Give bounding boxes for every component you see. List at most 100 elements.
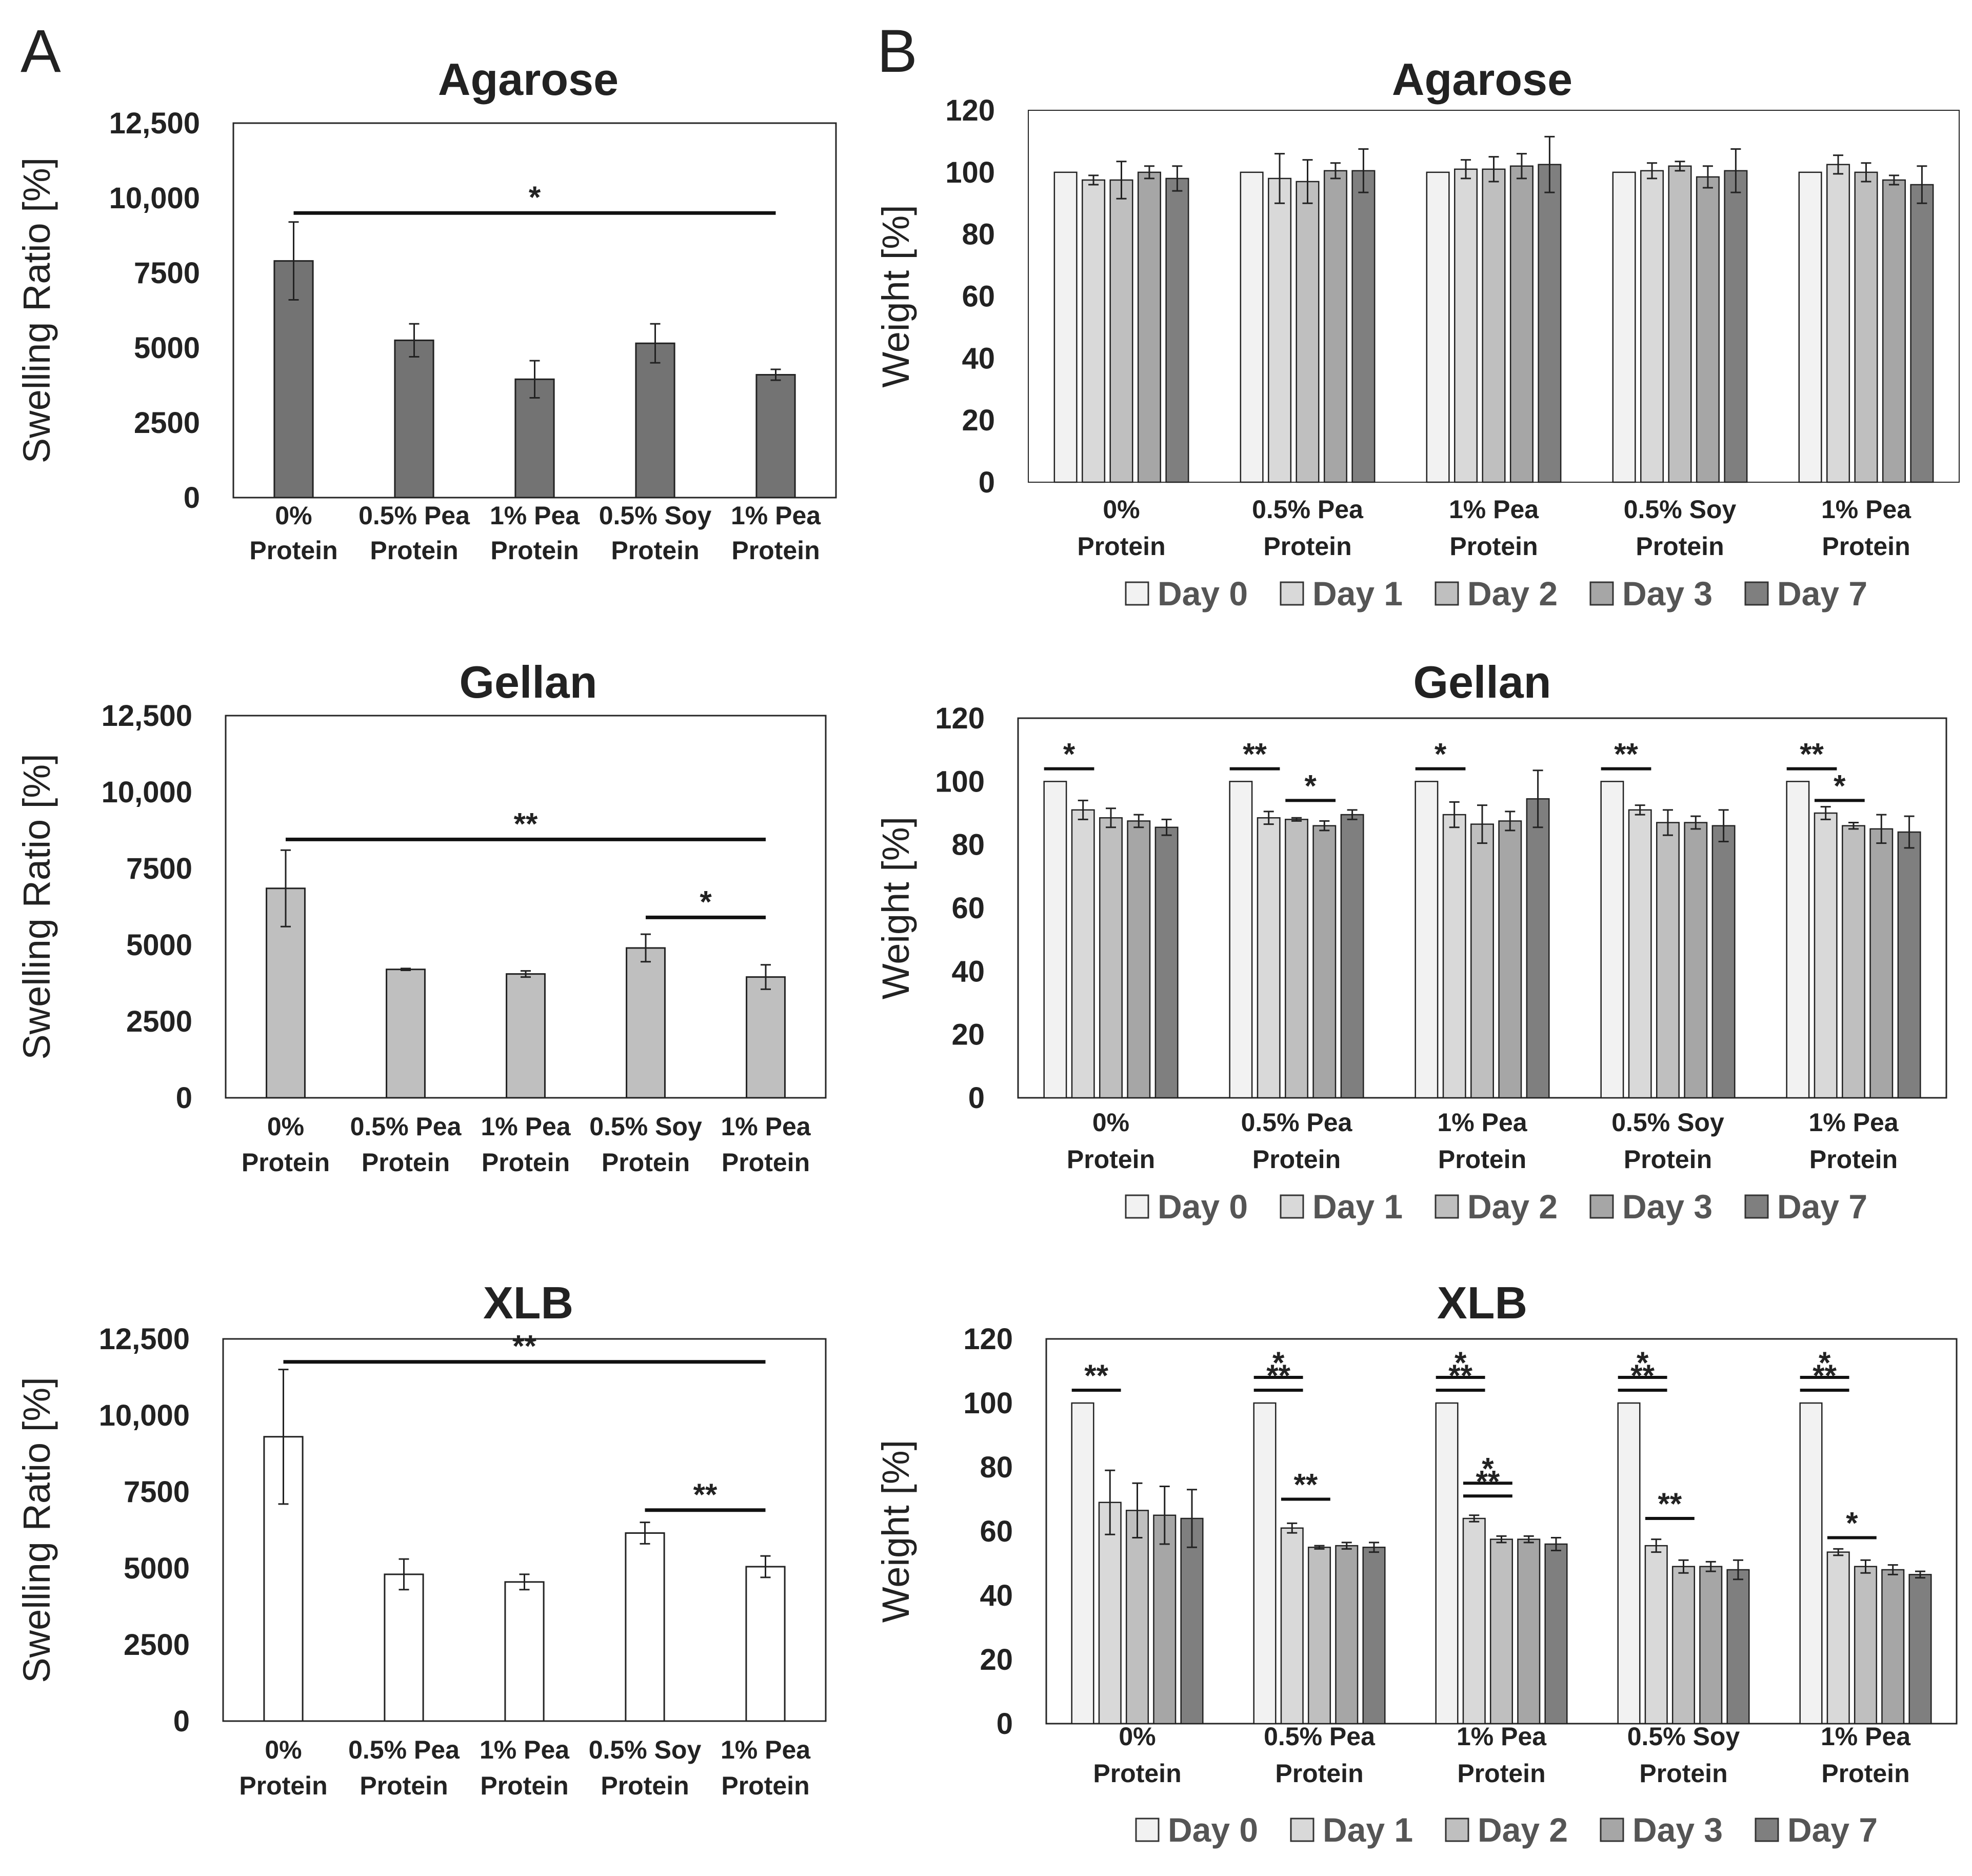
x-tick-label: 0.5% Soy (1624, 495, 1737, 524)
bar (1826, 1551, 1850, 1725)
x-tick-label: Protein (360, 1771, 448, 1800)
bar (1240, 171, 1264, 483)
bar (394, 339, 434, 499)
y-tick-label: 100 (945, 156, 995, 189)
bar (1644, 1545, 1668, 1725)
bar (1656, 822, 1680, 1099)
bar (625, 1532, 665, 1722)
bar (1426, 171, 1450, 483)
y-tick-label: 2500 (124, 1628, 190, 1662)
bar (1082, 179, 1106, 483)
bar (1498, 820, 1522, 1099)
y-tick-label: 5000 (134, 331, 200, 365)
legend-entry: Day 2 (1467, 1188, 1558, 1226)
bar (1454, 168, 1478, 483)
x-tick-label: Protein (1809, 1145, 1898, 1174)
y-tick-label: 7500 (124, 1475, 190, 1509)
y-axis-label: Weight [%] (874, 1440, 917, 1623)
bar (1509, 165, 1533, 483)
x-tick-label: Protein (1263, 532, 1351, 561)
bar (1043, 781, 1067, 1099)
x-tick-label: Protein (1822, 532, 1910, 561)
bar (386, 969, 426, 1099)
y-axis-label: Weight [%] (874, 817, 917, 999)
x-tick-label: Protein (602, 1148, 690, 1177)
legend-entry: Day 7 (1777, 1188, 1867, 1226)
bar (1684, 822, 1708, 1099)
legend-swatch (1600, 1818, 1624, 1842)
significance-marker: ** (1294, 1468, 1318, 1502)
x-tick-label: 0% (1119, 1722, 1156, 1751)
bar (1099, 817, 1123, 1099)
bar (1699, 1566, 1723, 1725)
y-tick-label: 0 (184, 481, 200, 515)
y-tick-label: 10,000 (99, 1399, 190, 1432)
bar (755, 374, 796, 499)
bar (746, 976, 786, 1099)
bar (1726, 1569, 1750, 1725)
y-axis-label: Swelling Ratio [%] (15, 754, 58, 1059)
legend-entry: Day 2 (1467, 575, 1558, 613)
bar (1351, 170, 1376, 483)
x-tick-label: Protein (1449, 532, 1538, 561)
bar (1489, 1538, 1513, 1725)
legend-entry: Day 3 (1622, 1188, 1712, 1226)
x-tick-label: 0.5% Pea (348, 1735, 460, 1764)
bar (1826, 164, 1850, 483)
y-tick-label: 40 (980, 1579, 1013, 1612)
bar (1724, 170, 1748, 483)
significance-marker: * (1455, 1346, 1467, 1380)
significance-marker: ** (1243, 737, 1267, 772)
x-tick-label: 1% Pea (1437, 1108, 1527, 1137)
bar (1881, 1569, 1905, 1725)
legend-swatch (1744, 1194, 1769, 1219)
chart-b-agarose: Agarose 0 20 40 60 80 100 120 Weight [%] 0% Protei… (874, 54, 1960, 613)
x-tick-label: 1% Pea (731, 501, 821, 530)
x-tick-label: 0.5% Soy (589, 1735, 702, 1764)
legend-swatch (1589, 1194, 1614, 1219)
bar (1125, 1510, 1149, 1725)
bar (1165, 177, 1189, 483)
x-tick-label: Protein (370, 536, 458, 565)
bar (1869, 828, 1894, 1099)
y-tick-label: 5000 (124, 1552, 190, 1585)
significance-marker: ** (1448, 1358, 1472, 1393)
y-tick-label: 0 (997, 1707, 1013, 1741)
significance-marker: * (1819, 1346, 1831, 1380)
x-tick-label: 1% Pea (1808, 1108, 1899, 1137)
bar (504, 1581, 545, 1722)
bar (1362, 1547, 1386, 1725)
y-tick-label: 120 (935, 702, 985, 735)
chart-title: XLB (1437, 1277, 1527, 1328)
x-tick-label: 1% Pea (481, 1112, 571, 1141)
x-tick-label: 0.5% Pea (350, 1112, 462, 1141)
x-tick-label: Protein (480, 1771, 568, 1800)
x-tick-label: 1% Pea (721, 1735, 811, 1764)
x-tick-label: 0.5% Pea (1252, 495, 1364, 524)
x-tick-label: 0% (1092, 1108, 1129, 1137)
legend-entry: Day 0 (1158, 1188, 1248, 1226)
x-tick-label: Protein (1093, 1759, 1181, 1788)
legend-swatch (1589, 581, 1614, 606)
bar (1842, 825, 1865, 1099)
x-tick-label: Protein (1252, 1145, 1341, 1174)
legend-entry: Day 3 (1632, 1811, 1723, 1849)
significance-marker: ** (514, 806, 538, 841)
chart-a-xlb: XLB 0 2500 5000 7500 10,000 12,500 Swelling Rat… (15, 1277, 827, 1800)
x-tick-label: Protein (1636, 532, 1724, 561)
bar (1908, 1574, 1932, 1725)
y-tick-label: 10,000 (109, 182, 200, 215)
bar (1098, 1502, 1122, 1725)
legend-entry: Day 1 (1312, 1188, 1403, 1226)
y-tick-label: 60 (951, 892, 985, 925)
bar (1854, 1566, 1878, 1725)
bar (1544, 1543, 1568, 1725)
x-tick-label: Protein (490, 536, 579, 565)
x-tick-label: 1% Pea (1821, 495, 1911, 524)
bar (1415, 781, 1439, 1099)
chart-title: Gellan (460, 657, 597, 707)
legend-swatch (1125, 1194, 1149, 1219)
significance-marker: ** (512, 1329, 536, 1364)
y-axis-label: Swelling Ratio [%] (15, 157, 58, 463)
